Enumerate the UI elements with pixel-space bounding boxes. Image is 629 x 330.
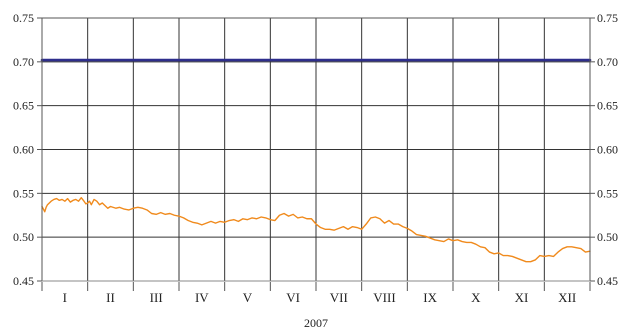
left-y-axis: 0.45 0.50 0.55 0.60 0.65 0.70 0.75 xyxy=(13,11,42,288)
y-tick-label-right: 0.50 xyxy=(597,230,618,244)
month-label: II xyxy=(106,290,115,305)
y-tick-label-left: 0.60 xyxy=(13,143,34,157)
month-label: XII xyxy=(558,290,576,305)
y-tick-label-left: 0.75 xyxy=(13,11,34,25)
y-tick-label-right: 0.65 xyxy=(597,99,618,113)
y-tick-label-right: 0.70 xyxy=(597,55,618,69)
month-label: XI xyxy=(515,290,529,305)
horizontal-gridlines xyxy=(42,61,590,238)
y-tick-label-right: 0.45 xyxy=(597,274,618,288)
y-tick-label-right: 0.55 xyxy=(597,186,618,200)
month-label: V xyxy=(243,290,253,305)
y-tick-label-right: 0.60 xyxy=(597,143,618,157)
month-label: IV xyxy=(195,290,209,305)
month-label: VII xyxy=(330,290,348,305)
y-tick-label-left: 0.55 xyxy=(13,186,34,200)
x-axis-label: 2007 xyxy=(304,316,328,330)
right-y-axis: 0.45 0.50 0.55 0.60 0.65 0.70 0.75 xyxy=(590,11,618,288)
y-tick-label-right: 0.75 xyxy=(597,11,618,25)
x-axis: I II III IV V VI VII VIII IX X XI XII xyxy=(41,282,591,305)
month-label: VI xyxy=(286,290,300,305)
rate-series-line xyxy=(41,197,591,263)
month-label: VIII xyxy=(373,290,395,305)
y-tick-label-left: 0.70 xyxy=(13,55,34,69)
y-tick-label-left: 0.65 xyxy=(13,99,34,113)
series-layer xyxy=(40,58,592,263)
month-label: I xyxy=(63,290,67,305)
month-label: X xyxy=(471,290,481,305)
month-label: IX xyxy=(423,290,437,305)
y-tick-label-left: 0.45 xyxy=(13,274,34,288)
month-label: III xyxy=(150,290,163,305)
y-tick-label-left: 0.50 xyxy=(13,230,34,244)
